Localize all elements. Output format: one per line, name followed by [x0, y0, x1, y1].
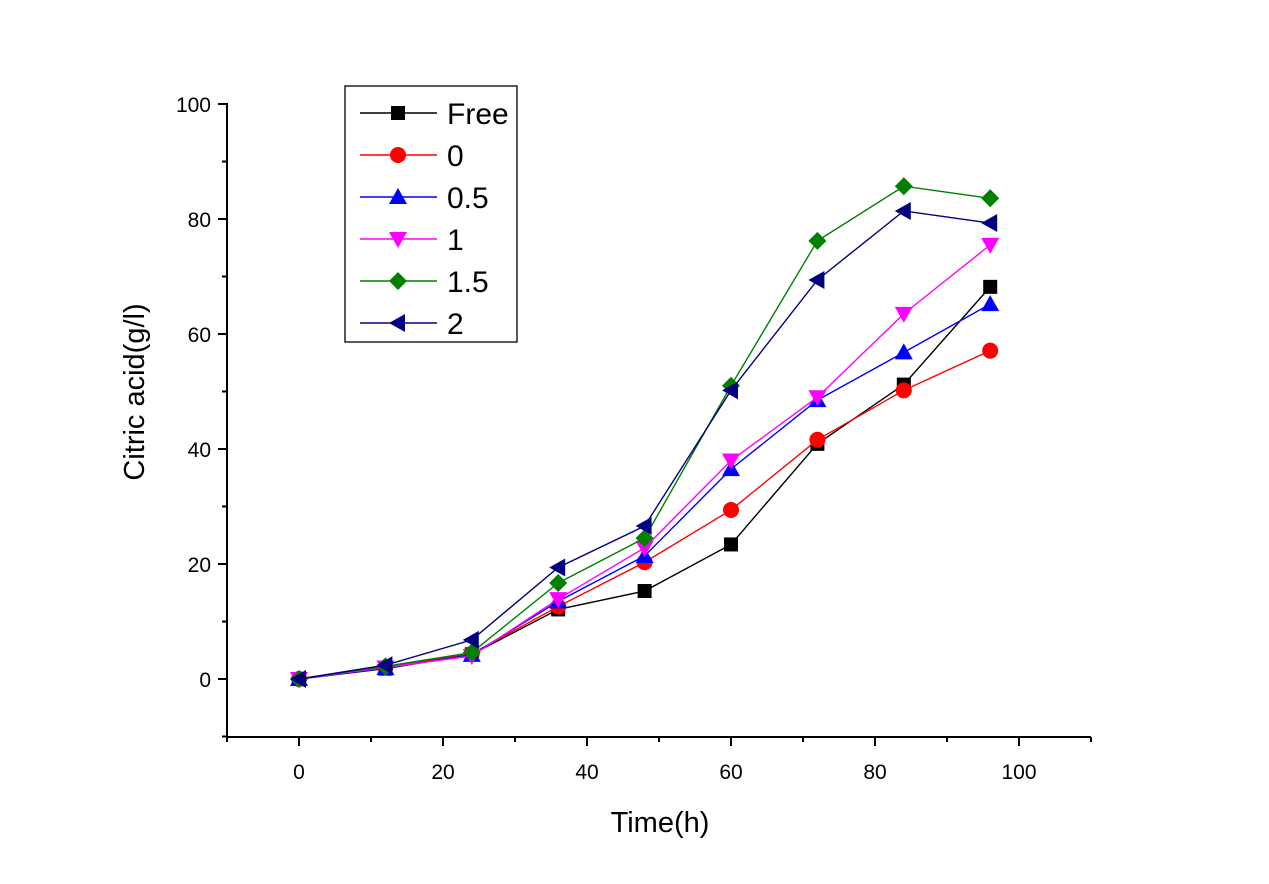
data-point [895, 382, 912, 399]
x-tick-label: 80 [863, 761, 886, 784]
data-point [462, 643, 481, 662]
legend-label: 0 [447, 140, 464, 173]
x-tick-label: 20 [431, 761, 454, 784]
series-2 [290, 201, 998, 688]
y-tick-label: 100 [176, 94, 211, 117]
data-point [809, 431, 826, 448]
legend-marker-icon [389, 188, 407, 204]
legend-marker-icon [390, 147, 406, 163]
series-0 [291, 342, 999, 687]
x-tick-label: 0 [293, 761, 305, 784]
data-point [462, 630, 479, 649]
data-point [724, 537, 738, 552]
legend-item: Free [360, 98, 509, 131]
legend-item: 1.5 [360, 266, 489, 299]
legend-marker-icon [391, 106, 405, 120]
data-point [808, 390, 827, 407]
y-tick-label: 0 [199, 669, 211, 692]
data-point [808, 231, 827, 250]
legend-item: 2 [360, 308, 464, 341]
legend-marker-icon [389, 232, 407, 248]
legend-marker-icon [389, 272, 407, 290]
y-tick-label: 80 [188, 209, 211, 232]
data-point [549, 558, 566, 577]
y-tick-label: 40 [188, 439, 211, 462]
data-point [637, 584, 652, 599]
data-point [549, 592, 568, 609]
data-point [983, 279, 998, 294]
series-0_5 [290, 295, 1000, 686]
legend-item: 0 [360, 140, 464, 173]
data-point [894, 306, 913, 323]
y-tick-label: 20 [188, 554, 211, 577]
data-point [723, 501, 739, 518]
data-point [981, 214, 998, 233]
legend-item: 1 [360, 224, 464, 257]
x-tick-label: 40 [575, 761, 598, 784]
data-point [894, 201, 911, 220]
data-point [722, 381, 738, 400]
data-point [894, 177, 913, 196]
data-point [981, 295, 1000, 312]
legend: Free 0 0.5 1 1.5 2 [344, 85, 518, 343]
data-point [894, 343, 913, 360]
series-line [298, 303, 991, 680]
data-point [635, 517, 652, 536]
data-point [635, 540, 654, 557]
x-tick-label: 60 [719, 761, 742, 784]
legend-box [344, 85, 518, 343]
data-point [722, 453, 740, 470]
y-axis-title: Citric acid(g/l) [119, 303, 151, 480]
data-point [376, 656, 393, 675]
series-layer [290, 177, 1000, 688]
data-point [808, 270, 825, 289]
data-point [981, 237, 1000, 254]
series-line [298, 286, 991, 680]
data-point [290, 670, 306, 688]
data-point [549, 573, 568, 592]
legend-label: 1.5 [447, 266, 489, 299]
legend-label: 0.5 [447, 182, 489, 215]
y-tick-label: 60 [188, 324, 211, 347]
legend-marker-icon [389, 314, 405, 332]
legend-item: 0.5 [360, 182, 489, 215]
data-point [982, 342, 999, 359]
x-axis-title: Time(h) [611, 807, 710, 839]
data-point [981, 189, 1000, 208]
legend-label: Free [447, 98, 509, 131]
series-line [298, 350, 991, 680]
legend-label: 1 [447, 224, 464, 257]
x-tick-label: 100 [1001, 761, 1036, 784]
legend-label: 2 [447, 308, 464, 341]
